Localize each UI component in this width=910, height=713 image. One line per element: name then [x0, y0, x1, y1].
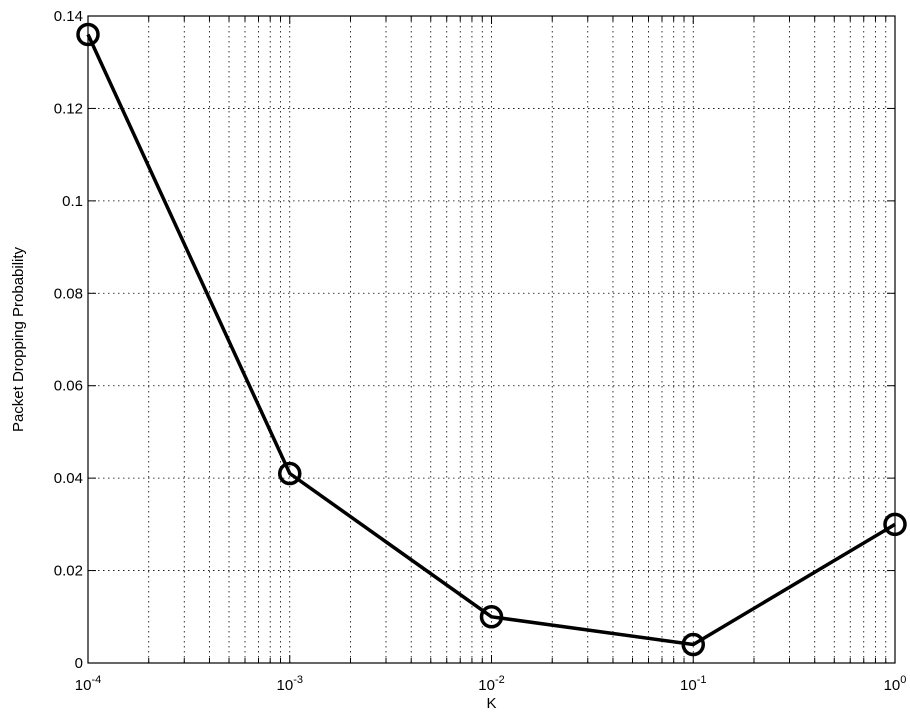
data-point-marker [76, 22, 100, 47]
y-tick-label: 0.1 [62, 193, 83, 210]
y-tick-label: 0.06 [54, 378, 83, 395]
y-tick-label: 0.08 [54, 285, 83, 302]
y-axis-label: Packet Dropping Probability [10, 246, 27, 432]
x-tick-label: 10-3 [277, 674, 303, 694]
data-point-marker [681, 632, 705, 657]
x-axis-label: K [486, 695, 496, 712]
grid-lines [87, 15, 896, 664]
x-tick-label: 10-2 [478, 674, 504, 694]
series-layer [76, 22, 907, 657]
data-point-marker [883, 512, 907, 537]
x-tick-label: 10-4 [75, 674, 101, 694]
y-tick-label: 0.04 [54, 470, 83, 487]
axis-ticks [87, 15, 896, 664]
series-line [86, 33, 896, 647]
y-tick-labels: 0 0.02 0.04 0.06 0.08 0.1 0.12 0.14 [54, 8, 83, 672]
y-tick-label: 0.14 [54, 8, 83, 25]
y-tick-label: 0.12 [54, 100, 83, 117]
plot-frame [87, 15, 896, 664]
x-tick-label: 100 [884, 674, 907, 694]
x-tick-label: 10-1 [680, 674, 706, 694]
x-tick-labels: 10-4 10-3 10-2 10-1 100 [75, 674, 907, 694]
data-point-marker [479, 605, 504, 629]
y-tick-label: 0.02 [54, 563, 83, 580]
data-point-marker [278, 461, 302, 486]
y-tick-label: 0 [75, 655, 83, 672]
